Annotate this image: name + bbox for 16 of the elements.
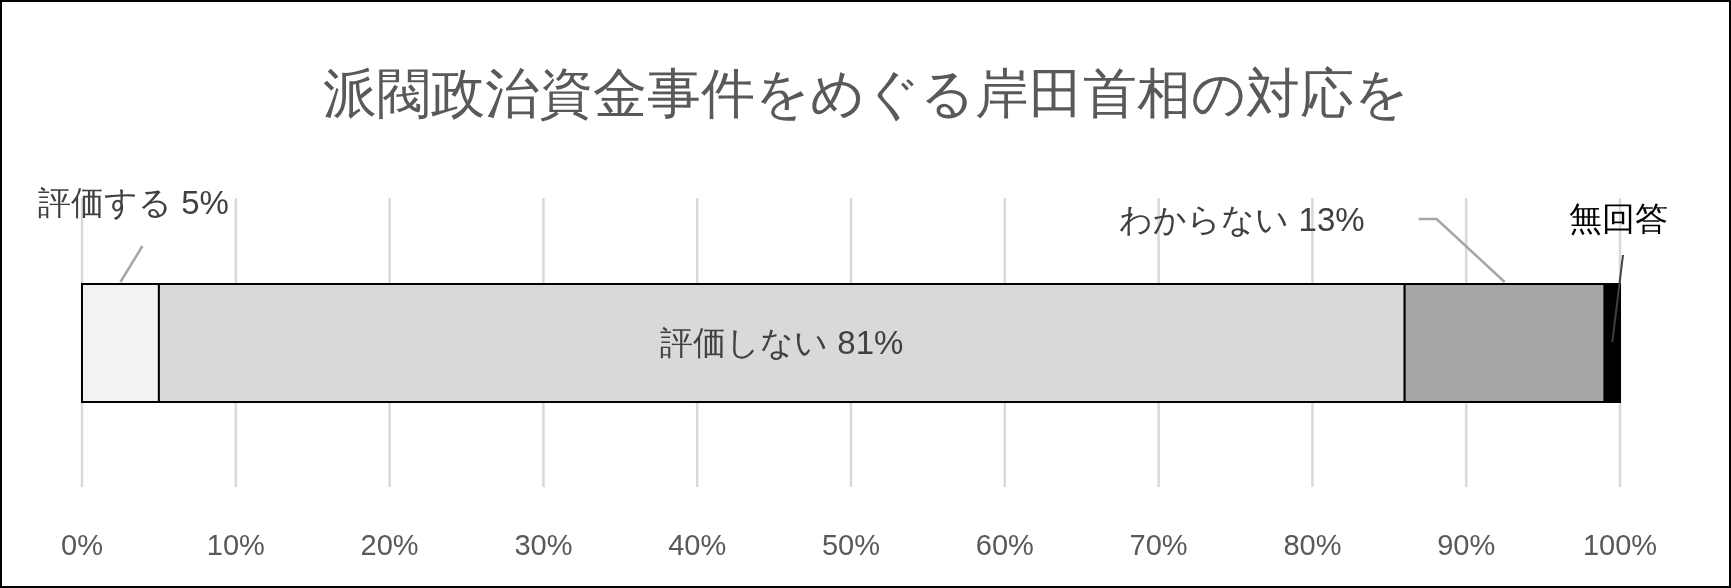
x-tick-label: 20%	[360, 529, 419, 561]
x-tick-label: 90%	[1437, 529, 1496, 561]
x-tick-label: 0%	[61, 529, 103, 561]
text: 評価しない 81%	[660, 324, 904, 361]
x-tick-label: 100%	[1582, 529, 1658, 561]
text: わからない 13%	[1119, 201, 1365, 238]
chart-title: 派閥政治資金事件をめぐる岸田首相の対応を	[322, 63, 1409, 123]
x-tick-label: 50%	[821, 529, 881, 561]
x-tick-label: 80%	[1283, 529, 1342, 561]
x-tick-label: 60%	[975, 529, 1034, 561]
text: 評価する 5%	[38, 184, 229, 221]
x-tick-label: 10%	[206, 529, 265, 561]
series-label: 無回答	[1568, 200, 1668, 237]
x-tick-label: 40%	[668, 529, 727, 561]
x-tick-label: 30%	[514, 529, 573, 561]
x-tick-label: 70%	[1129, 529, 1188, 561]
